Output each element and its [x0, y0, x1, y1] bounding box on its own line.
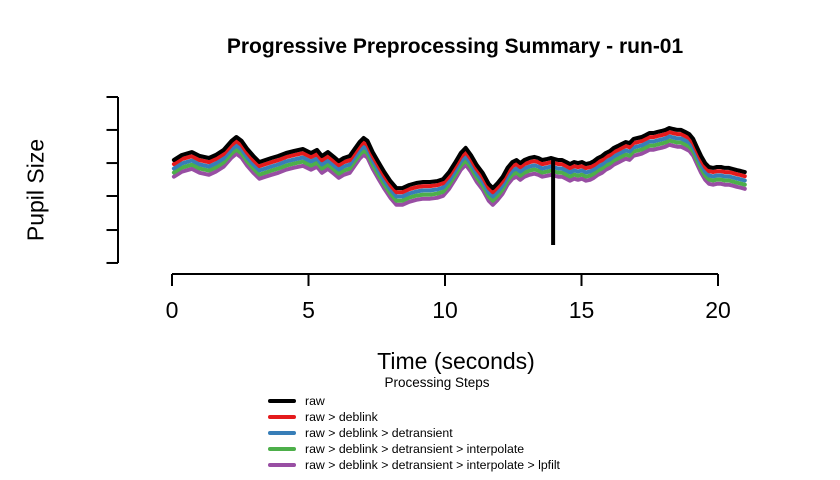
- legend-item: raw > deblink > detransient > interpolat…: [268, 441, 560, 457]
- legend-line-swatch: [268, 415, 296, 419]
- series-path-raw-deblink-detransient: [171, 134, 747, 199]
- x-tick-label: 15: [569, 297, 595, 323]
- legend-item-label: raw > deblink > detransient > interpolat…: [305, 441, 525, 456]
- legend-item: raw > deblink > detransient > interpolat…: [268, 457, 560, 473]
- series-path-raw-deblink: [171, 130, 747, 195]
- legend-line-swatch: [268, 431, 296, 435]
- legend-title: Processing Steps: [384, 375, 490, 390]
- legend-item: raw > deblink > detransient: [268, 425, 560, 441]
- series-path-raw-deblink-detransient-interpolate: [171, 138, 747, 203]
- y-axis-label: Pupil Size: [22, 138, 49, 242]
- legend: raw raw > deblink raw > deblink > detransi…: [268, 393, 560, 473]
- legend-item-label: raw > deblink > detransient: [305, 425, 453, 440]
- x-tick-label: 0: [166, 297, 179, 323]
- legend-item-label: raw > deblink > detransient > interpolat…: [305, 457, 560, 472]
- series-path-raw: [171, 126, 747, 191]
- legend-line-swatch: [268, 399, 296, 403]
- legend-line-swatch: [268, 447, 296, 451]
- series-path-raw-deblink-detransient-interpolate-lpfilt: [171, 142, 747, 207]
- x-tick-label: 10: [432, 297, 458, 323]
- x-axis-label: Time (seconds): [377, 348, 535, 374]
- legend-item: raw: [268, 393, 560, 409]
- x-tick-label: 5: [302, 297, 315, 323]
- legend-item: raw > deblink: [268, 409, 560, 425]
- legend-item-label: raw: [305, 393, 325, 408]
- legend-line-swatch: [268, 463, 296, 467]
- x-tick-label: 20: [705, 297, 731, 323]
- chart-title: Progressive Preprocessing Summary - run-…: [226, 35, 684, 58]
- legend-item-label: raw > deblink: [305, 409, 378, 424]
